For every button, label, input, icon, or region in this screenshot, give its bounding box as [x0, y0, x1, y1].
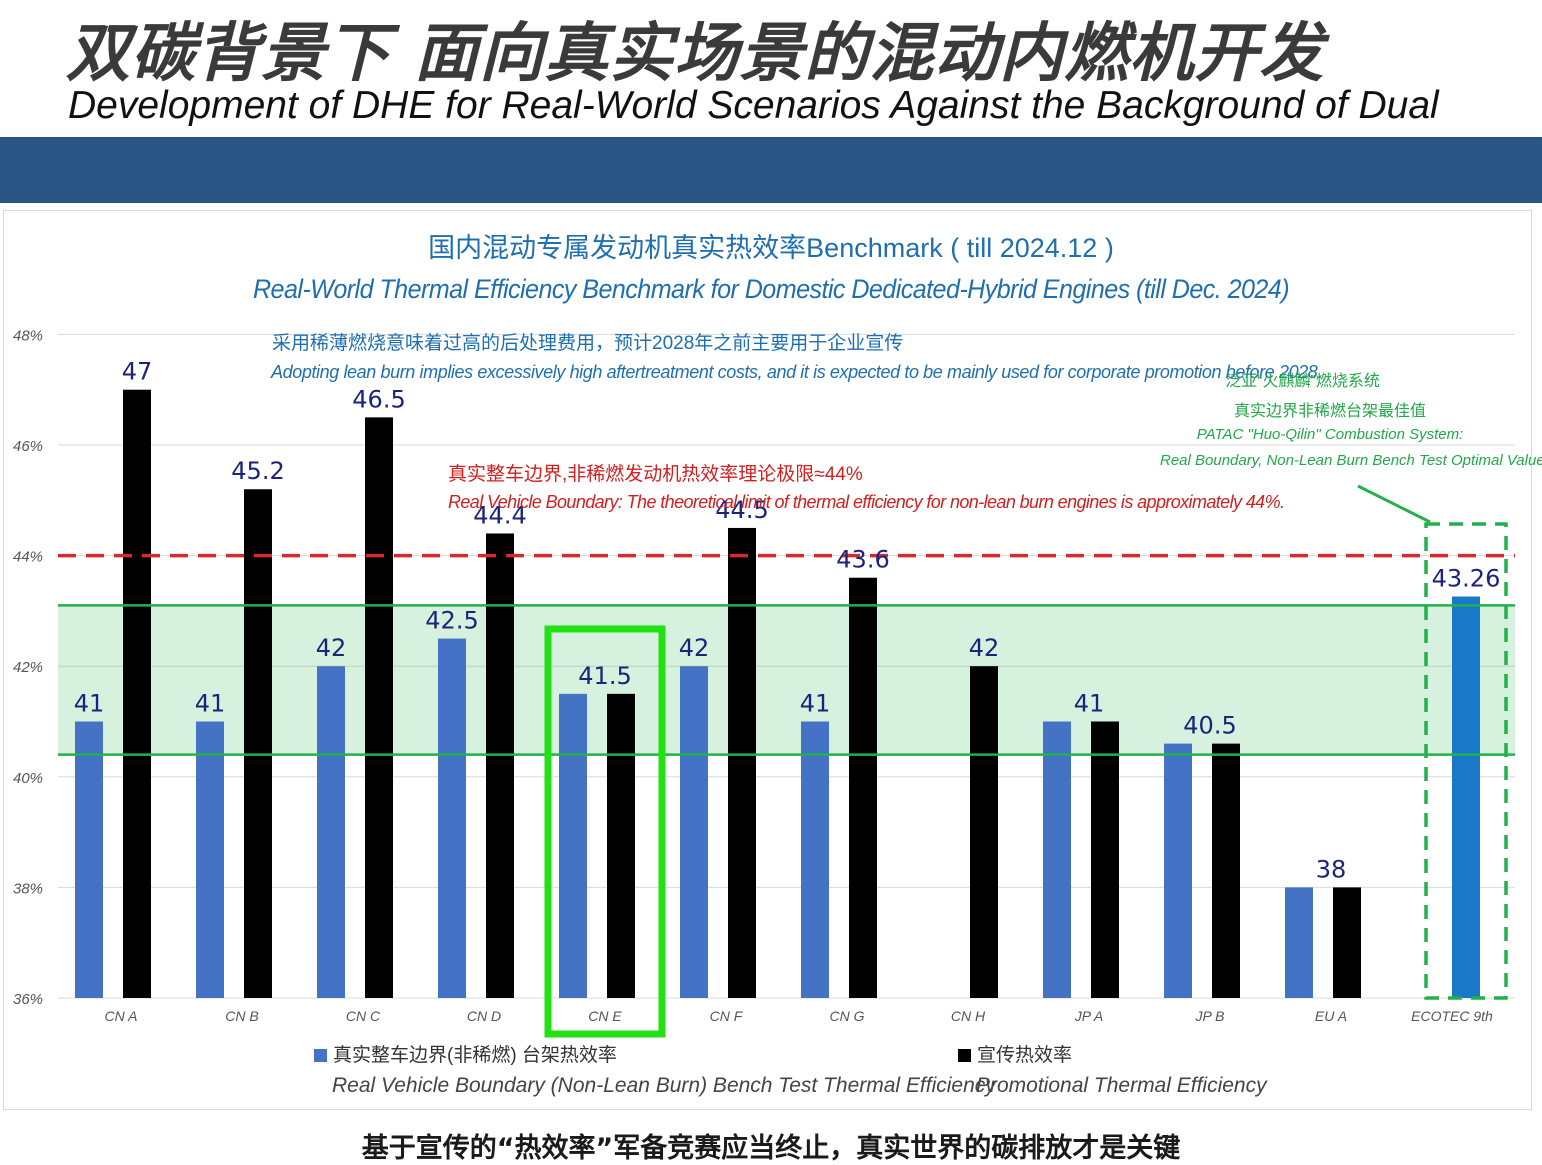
data-label: 46.5	[352, 385, 405, 413]
patac-note-1: 泛亚“火麒麟”燃烧系统	[1225, 373, 1380, 390]
data-label: 43.26	[1432, 565, 1501, 593]
x-tick-label: CN E	[588, 1008, 622, 1024]
legend-promo: 宣传热效率	[958, 1040, 1072, 1067]
y-tick-label: 42%	[13, 659, 43, 676]
page-title-cn: 双碳背景下 面向真实场景的混动内燃机开发	[66, 17, 1325, 91]
y-tick-label: 36%	[13, 991, 43, 1008]
data-label: 41.5	[578, 662, 631, 690]
data-label: 42	[679, 634, 710, 662]
x-tick-label: CN D	[467, 1008, 501, 1024]
data-label: 42	[316, 634, 347, 662]
legend-promo-label: 宣传热效率	[977, 1045, 1073, 1066]
y-tick-label: 48%	[13, 327, 43, 344]
data-label: 47	[122, 358, 153, 386]
x-tick-label: CN H	[951, 1008, 986, 1024]
promo-bar	[607, 693, 635, 998]
bench-bar	[559, 693, 587, 998]
x-tick-label: CN A	[105, 1008, 138, 1024]
legend-promo-swatch	[958, 1049, 971, 1062]
lean-burn-note-en: Adopting lean burn implies excessively h…	[271, 362, 1323, 382]
data-label: 41	[1074, 690, 1105, 718]
x-tick-label: ECOTEC 9th	[1411, 1008, 1493, 1024]
lean-burn-note-cn: 采用稀薄燃烧意味着过高的后处理费用，预计2028年之前主要用于企业宣传	[272, 333, 904, 354]
promo-bar	[728, 527, 756, 998]
limit-note-en: Real Vehicle Boundary: The theoretical l…	[448, 492, 1285, 512]
patac-note-3: PATAC "Huo-Qilin" Combustion System:	[1196, 426, 1464, 443]
bench-bar	[317, 666, 345, 998]
promo-bar	[849, 577, 877, 998]
promo-bar	[365, 417, 393, 999]
x-tick-label: CN C	[346, 1008, 381, 1024]
x-tick-label: CN B	[225, 1008, 258, 1024]
promo-bar	[123, 389, 151, 998]
legend-bench: 真实整车边界(非稀燃) 台架热效率	[314, 1040, 617, 1067]
bench-bar	[680, 666, 708, 998]
target-band	[58, 605, 1515, 755]
promo-bar	[244, 489, 272, 998]
promo-bar	[1091, 721, 1119, 998]
x-tick-label: JP A	[1074, 1008, 1104, 1024]
bench-bar	[1285, 887, 1313, 998]
y-tick-label: 44%	[13, 549, 43, 566]
bench-bar	[438, 638, 466, 998]
bench-bar	[1043, 721, 1071, 998]
legend-bench-label: 真实整车边界(非稀燃) 台架热效率	[333, 1045, 617, 1066]
data-label: 40.5	[1183, 712, 1236, 740]
bench-bar	[75, 721, 103, 998]
chart-subtitle: Real-World Thermal Efficiency Benchmark …	[252, 274, 1290, 304]
x-tick-label: CN F	[710, 1008, 744, 1024]
highlight-box	[544, 625, 666, 1038]
bench-bar	[1164, 743, 1192, 998]
header-band	[0, 137, 1542, 203]
optimal-arrow	[1357, 484, 1431, 524]
y-tick-label: 46%	[13, 438, 43, 455]
data-label: 42.5	[425, 607, 478, 635]
data-label: 45.2	[231, 457, 284, 485]
data-label: 41	[74, 690, 105, 718]
data-label: 43.6	[836, 546, 889, 574]
promo-bar	[970, 666, 998, 998]
chart-title: 国内混动专属发动机真实热效率Benchmark ( till 2024.12 )	[428, 233, 1114, 263]
data-label: 38	[1316, 855, 1347, 883]
y-tick-label: 38%	[13, 880, 43, 897]
data-label: 41	[800, 690, 831, 718]
data-label: 44.5	[715, 496, 768, 524]
limit-note-cn: 真实整车边界,非稀燃发动机热效率理论极限≈44%	[448, 464, 863, 485]
bench-bar	[801, 721, 829, 998]
page-title-en: Development of DHE for Real-World Scenar…	[68, 84, 1439, 127]
data-label: 41	[195, 690, 226, 718]
bench-bar	[1452, 596, 1480, 998]
promo-bar	[1333, 887, 1361, 998]
legend-bench-en: Real Vehicle Boundary (Non-Lean Burn) Be…	[332, 1074, 996, 1097]
promo-bar	[1212, 743, 1240, 998]
x-tick-label: EU A	[1315, 1008, 1347, 1024]
x-tick-label: JP B	[1194, 1008, 1224, 1024]
legend-bench-swatch	[314, 1049, 327, 1062]
data-label: 42	[969, 634, 1000, 662]
y-tick-label: 40%	[13, 770, 43, 787]
legend-promo-en: Promotional Thermal Efficiency	[976, 1074, 1267, 1097]
patac-note-4: Real Boundary, Non-Lean Burn Bench Test …	[1160, 452, 1542, 469]
promo-bar	[486, 533, 514, 998]
footer-caption: 基于宣传的“热效率”军备竞赛应当终止，真实世界的碳排放才是关键	[361, 1133, 1181, 1164]
bench-bar	[196, 721, 224, 998]
data-label: 44.4	[473, 501, 526, 529]
patac-note-2: 真实边界非稀燃台架最佳值	[1233, 403, 1426, 420]
x-tick-label: CN G	[830, 1008, 865, 1024]
